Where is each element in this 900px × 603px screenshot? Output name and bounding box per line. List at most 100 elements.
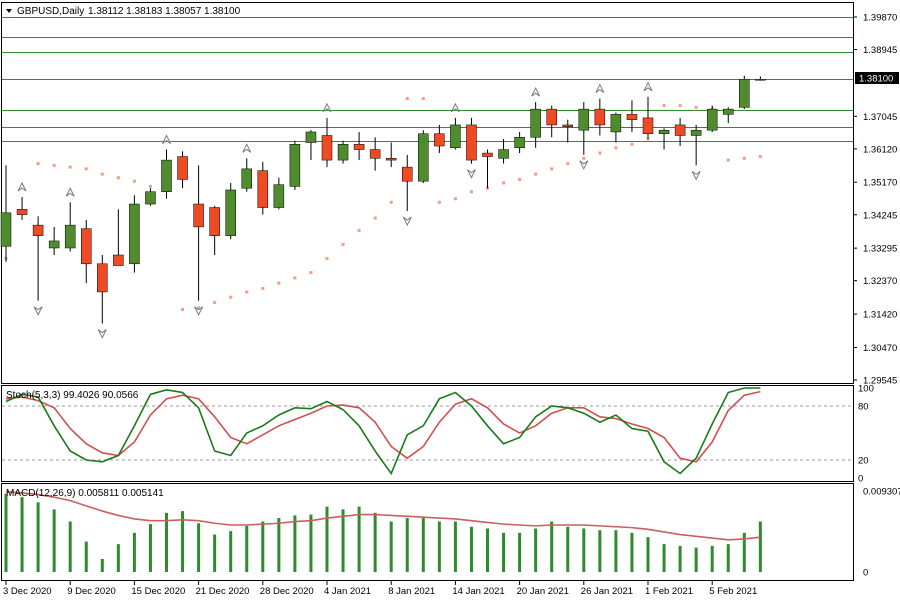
psar-dot — [245, 290, 249, 294]
psar-dot — [726, 158, 730, 162]
macd-histogram-bar — [662, 544, 666, 572]
macd-histogram-bar — [614, 530, 618, 572]
bear-candle — [113, 254, 124, 266]
fractal-down-arrow-icon — [33, 306, 43, 316]
psar-dot — [453, 197, 457, 201]
bull-candle — [64, 224, 76, 249]
psar-dot — [100, 172, 104, 176]
macd-histogram-bar — [421, 518, 425, 572]
bear-candle — [369, 149, 381, 159]
menu-triangle-icon[interactable] — [6, 9, 12, 13]
psar-dot — [469, 190, 473, 194]
macd-histogram-bar — [309, 514, 313, 572]
psar-dot — [293, 276, 297, 280]
bull-candle — [337, 144, 349, 161]
fractal-down-arrow-icon — [402, 216, 412, 227]
macd-histogram-bar — [437, 521, 441, 572]
bear-candle — [257, 170, 269, 208]
psar-dot — [518, 177, 522, 181]
bear-candle — [434, 133, 445, 147]
fractal-up-arrow-icon — [65, 187, 75, 197]
price-axis-label: 1.31420 — [863, 310, 897, 321]
bear-candle — [177, 156, 188, 180]
macd-histogram-bar — [486, 528, 489, 572]
macd-histogram-bar — [694, 547, 698, 572]
psar-dot — [277, 281, 281, 285]
ohlc-values: 1.38112 1.38183 1.38057 1.38100 — [88, 6, 241, 17]
psar-dot — [341, 242, 345, 246]
macd-axis-label: 0 — [863, 568, 868, 579]
bull-candle — [305, 131, 317, 143]
macd-histogram-bar — [566, 526, 570, 572]
fractal-down-arrow-icon — [467, 169, 476, 179]
bull-candle — [145, 191, 156, 205]
psar-dot — [582, 156, 586, 160]
macd-histogram-bar — [389, 521, 393, 572]
psar-dot — [36, 162, 40, 166]
macd-histogram-bar — [132, 532, 136, 572]
macd-histogram-bar — [710, 545, 714, 572]
bear-candle — [81, 228, 92, 265]
psar-dot — [421, 97, 425, 101]
bull-candle — [450, 124, 461, 149]
bear-candle — [546, 108, 557, 126]
bear-candle — [16, 209, 28, 215]
bear-candle — [32, 224, 44, 236]
macd-histogram-bar — [213, 534, 217, 572]
bear-candle — [97, 263, 108, 293]
price-axis-label: 1.34245 — [863, 210, 897, 221]
macd-histogram-bar — [469, 526, 473, 572]
macd-histogram-bar — [341, 509, 345, 572]
price-axis-label: 1.30470 — [863, 343, 897, 354]
fractal-up-arrow-icon — [17, 181, 27, 192]
bull-candle — [225, 189, 236, 236]
time-axis-label: 20 Jan 2021 — [517, 586, 569, 597]
bear-candle — [193, 203, 204, 228]
fractal-up-arrow-icon — [162, 134, 171, 144]
macd-histogram-bar — [726, 544, 730, 572]
bull-candle — [0, 212, 12, 247]
psar-dot — [261, 286, 265, 290]
price-pane[interactable] — [1, 2, 854, 384]
psar-dot — [598, 151, 602, 155]
stoch-pane[interactable] — [1, 385, 854, 482]
stoch-axis-label: 20 — [858, 456, 869, 467]
bull-candle — [289, 144, 301, 187]
price-axis-label: 1.37045 — [863, 112, 897, 123]
psar-dot — [678, 104, 682, 108]
bear-candle — [466, 124, 477, 161]
price-axis-label: 1.29545 — [863, 376, 897, 387]
psar-dot — [229, 295, 233, 299]
fractal-up-arrow-icon — [322, 102, 332, 113]
bull-candle — [273, 184, 285, 208]
bull-candle — [610, 114, 622, 133]
stoch-label: Stoch(5,3,3) 99.4026 90.0566 — [6, 390, 139, 401]
symbol-label: GBPUSD,Daily — [17, 6, 84, 17]
stoch-signal-line — [5, 390, 761, 463]
macd-histogram-bar — [550, 521, 554, 572]
macd-histogram-bar — [630, 532, 634, 572]
time-axis-label: 14 Jan 2021 — [452, 586, 504, 597]
psar-dot — [614, 146, 618, 150]
psar-dot — [68, 165, 72, 169]
macd-histogram-bar — [181, 511, 185, 572]
macd-histogram-bar — [742, 532, 746, 572]
macd-histogram-bar — [20, 497, 24, 572]
macd-label: MACD(12,26,9) 0.005811 0.005141 — [6, 488, 164, 499]
macd-histogram-bar — [100, 558, 104, 572]
macd-histogram-bar — [646, 537, 650, 572]
macd-histogram-bar — [518, 532, 522, 572]
bear-candle — [674, 124, 686, 136]
psar-dot — [694, 105, 698, 109]
psar-dot — [502, 181, 506, 185]
macd-histogram-bar — [68, 521, 72, 572]
macd-histogram-bar — [502, 532, 506, 572]
psar-dot — [197, 306, 201, 310]
time-axis-label: 26 Jan 2021 — [581, 586, 633, 597]
stoch-axis-label: 0 — [858, 474, 863, 485]
macd-histogram-bar — [405, 518, 409, 572]
stoch-main-line — [5, 387, 761, 476]
time-axis-label: 9 Dec 2020 — [67, 586, 116, 597]
